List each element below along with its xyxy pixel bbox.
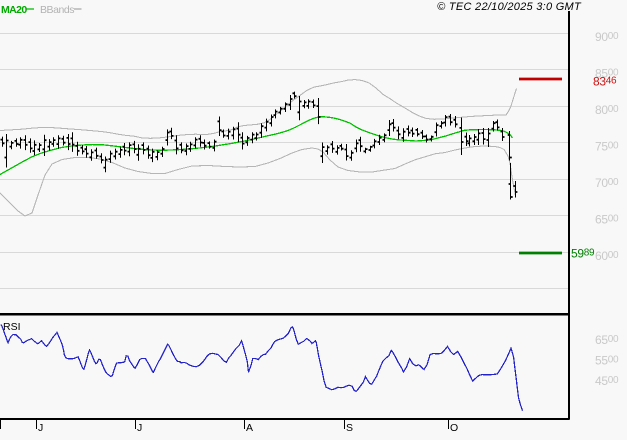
- svg-text:S: S: [346, 422, 353, 434]
- svg-text:A: A: [246, 422, 253, 434]
- svg-text:© TEC 22/10/2025 3:0 GMT: © TEC 22/10/2025 3:0 GMT: [437, 1, 582, 13]
- svg-text:6500: 6500: [595, 333, 619, 347]
- svg-text:9000: 9000: [595, 30, 619, 44]
- svg-text:J: J: [38, 422, 43, 434]
- svg-text:7500: 7500: [595, 140, 619, 154]
- svg-text:8000: 8000: [595, 103, 619, 117]
- svg-text:8500: 8500: [595, 67, 619, 81]
- svg-text:4500: 4500: [595, 374, 619, 388]
- svg-text:J: J: [137, 422, 142, 434]
- svg-text:BBands: BBands: [40, 4, 74, 16]
- svg-text:6000: 6000: [595, 249, 619, 263]
- svg-text:7000: 7000: [595, 176, 619, 190]
- svg-text:8346: 8346: [593, 75, 617, 89]
- svg-text:5500: 5500: [595, 353, 619, 367]
- svg-text:O: O: [450, 422, 458, 434]
- svg-text:6500: 6500: [595, 213, 619, 227]
- svg-text:MA20: MA20: [1, 4, 27, 16]
- svg-text:RSI: RSI: [3, 321, 21, 333]
- svg-text:5989: 5989: [571, 247, 595, 261]
